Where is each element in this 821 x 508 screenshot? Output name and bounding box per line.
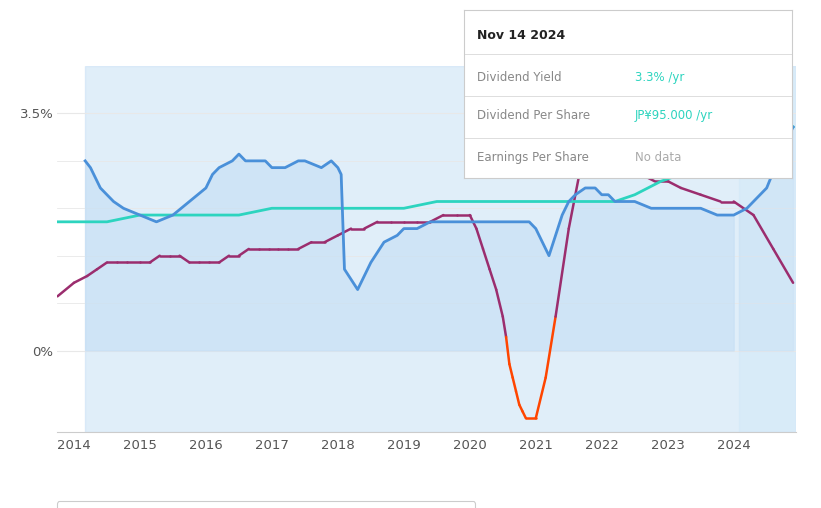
Bar (739, 66, 796, 432)
Legend: Dividend Yield, Dividend Per Share, Earnings Per Share: Dividend Yield, Dividend Per Share, Earn… (57, 501, 475, 508)
Text: Dividend Yield: Dividend Yield (477, 71, 562, 84)
Text: No data: No data (635, 151, 681, 164)
Text: 3.3% /yr: 3.3% /yr (635, 71, 684, 84)
Text: JP¥95.000 /yr: JP¥95.000 /yr (635, 109, 713, 122)
Text: Dividend Per Share: Dividend Per Share (477, 109, 590, 122)
Text: Earnings Per Share: Earnings Per Share (477, 151, 589, 164)
Text: Nov 14 2024: Nov 14 2024 (477, 29, 565, 42)
Text: Past: Past (741, 93, 765, 107)
